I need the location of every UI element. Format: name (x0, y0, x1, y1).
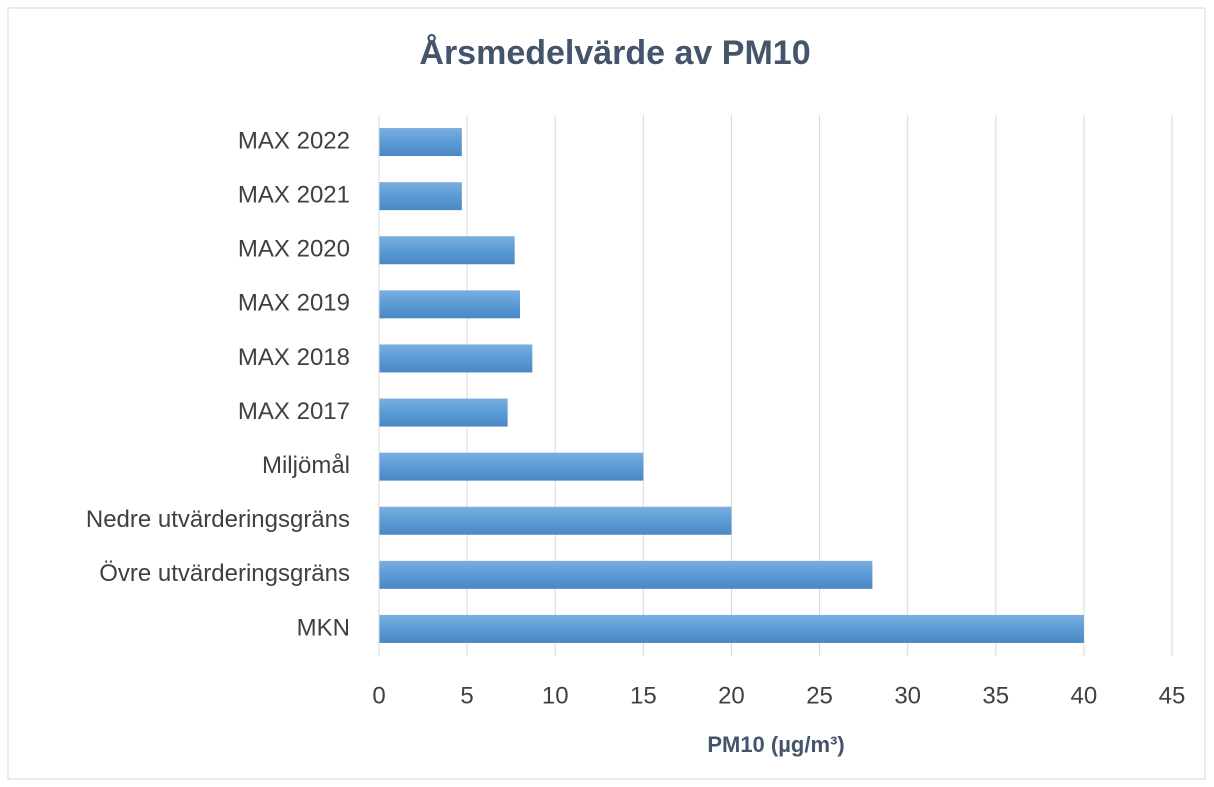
bar (379, 452, 644, 481)
bar (379, 506, 732, 535)
x-tick-label: 0 (372, 682, 385, 709)
bar (379, 398, 508, 427)
bar (379, 560, 873, 589)
x-tick-label: 25 (806, 682, 833, 709)
chart-border (7, 7, 1206, 780)
x-tick-label: 45 (1159, 682, 1186, 709)
bar (379, 290, 520, 319)
y-tick-label: MAX 2017 (238, 398, 350, 425)
chart-title: Årsmedelvärde av PM10 (419, 34, 810, 72)
x-tick-label: 20 (718, 682, 745, 709)
x-tick-label: 15 (630, 682, 657, 709)
bar (379, 236, 515, 265)
y-tick-label: MAX 2020 (238, 236, 350, 263)
x-tick-label: 30 (894, 682, 921, 709)
y-tick-label: Nedre utvärderingsgräns (86, 506, 350, 533)
y-tick-label: MAX 2021 (238, 181, 350, 208)
x-axis-title: PM10 (µg/m³) (707, 732, 844, 757)
x-tick-label: 5 (460, 682, 473, 709)
x-tick-label: 10 (542, 682, 569, 709)
y-tick-label: MAX 2019 (238, 290, 350, 317)
y-tick-label: Miljömål (262, 452, 350, 479)
x-tick-label: 40 (1071, 682, 1098, 709)
bar (379, 128, 462, 157)
bar (379, 182, 462, 211)
bar (379, 344, 533, 373)
bar (379, 614, 1084, 643)
x-tick-label: 35 (982, 682, 1009, 709)
y-tick-label: MAX 2022 (238, 127, 350, 154)
y-tick-label: MKN (297, 614, 350, 641)
y-tick-label: Övre utvärderingsgräns (99, 560, 350, 587)
y-tick-label: MAX 2018 (238, 344, 350, 371)
